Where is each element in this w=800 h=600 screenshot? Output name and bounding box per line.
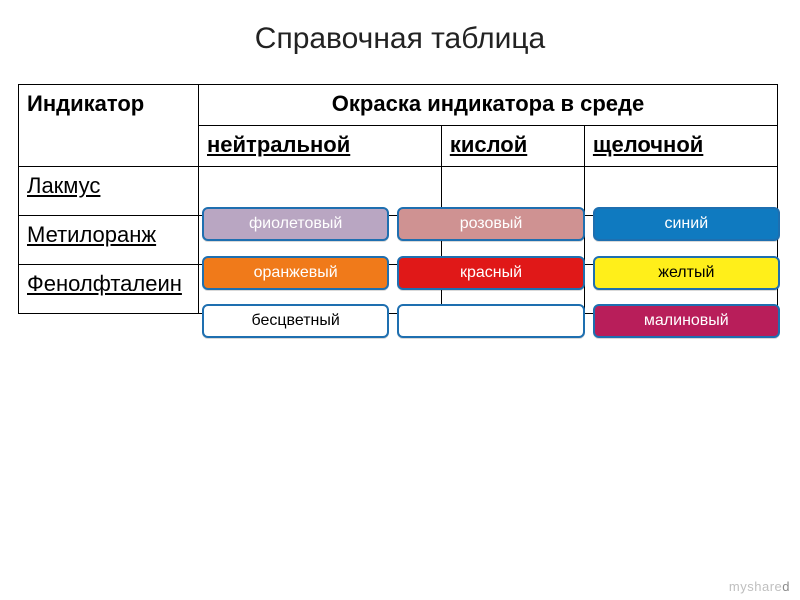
cell: [584, 216, 777, 265]
table-row: Фенолфталеин: [19, 265, 778, 314]
table-row: Метилоранж: [19, 216, 778, 265]
cell: [441, 167, 584, 216]
cell: [199, 167, 442, 216]
row-label: Лакмус: [19, 167, 199, 216]
watermark-accent: d: [782, 579, 790, 594]
cell: [441, 265, 584, 314]
watermark: myshared: [729, 579, 790, 594]
col-coloring: Окраска индикатора в среде: [199, 85, 778, 126]
col-neutral: нейтральной: [199, 126, 442, 167]
cell: [584, 265, 777, 314]
page-title: Справочная таблица: [0, 0, 800, 74]
cell: [584, 167, 777, 216]
row-label: Метилоранж: [19, 216, 199, 265]
watermark-text: myshare: [729, 579, 782, 594]
col-acidic: кислой: [441, 126, 584, 167]
row-label: Фенолфталеин: [19, 265, 199, 314]
col-alkaline: щелочной: [584, 126, 777, 167]
col-indicator: Индикатор: [19, 85, 199, 167]
cell: [441, 216, 584, 265]
cell: [199, 216, 442, 265]
cell: [199, 265, 442, 314]
reference-table: Индикатор Окраска индикатора в среде ней…: [18, 84, 778, 314]
table-row: Лакмус: [19, 167, 778, 216]
